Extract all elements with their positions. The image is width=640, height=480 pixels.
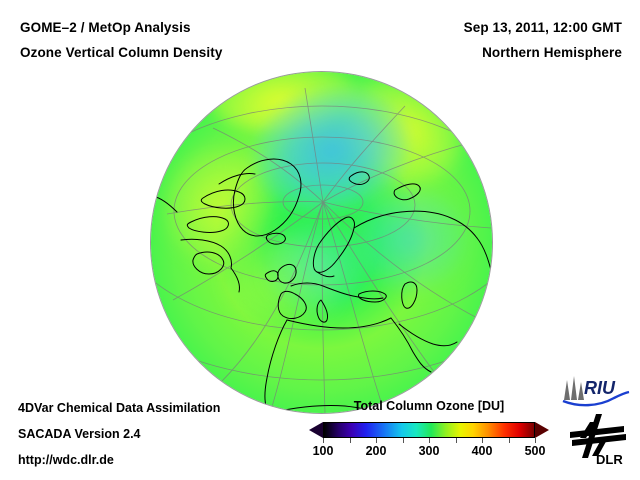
colorbar-ticks [323, 438, 536, 444]
colorbar-tick [482, 438, 483, 443]
colorbar-tick-labels: 100 200 300 400 500 [305, 444, 553, 462]
dlr-logo-text: DLR [596, 452, 623, 466]
analysis-region: Northern Hemisphere [482, 45, 622, 60]
colorbar-title: Total Column Ozone [DU] [353, 399, 505, 413]
page-title: GOME–2 / MetOp Analysis [20, 20, 191, 35]
page-subtitle: Ozone Vertical Column Density [20, 45, 223, 60]
colorbar-extend-max-arrow [535, 422, 549, 438]
colorbar-tick [455, 438, 457, 443]
colorbar-gradient [323, 422, 535, 438]
colorbar-tick [429, 438, 430, 443]
riu-logo-text: RIU [584, 378, 616, 398]
colorbar-tick-label: 500 [524, 444, 546, 458]
colorbar-tick-label: 200 [365, 444, 387, 458]
footer-version: SACADA Version 2.4 [18, 427, 141, 441]
footer-method: 4DVar Chemical Data Assimilation [18, 401, 221, 415]
colorbar-tick-label: 100 [312, 444, 334, 458]
colorbar-tick [402, 438, 404, 443]
colorbar-row [305, 420, 553, 443]
colorbar: Total Column Ozone [DU] 100 200 300 400 500 [305, 399, 553, 471]
colorbar-tick [508, 438, 510, 443]
footer-url[interactable]: http://wdc.dlr.de [18, 453, 114, 467]
colorbar-tick [376, 438, 377, 443]
colorbar-tick [323, 438, 324, 443]
globe-map [151, 72, 492, 413]
globe-disc [151, 72, 492, 413]
riu-logo: RIU [560, 374, 632, 408]
colorbar-tick [349, 438, 351, 443]
ozone-low-siberia [355, 187, 465, 291]
colorbar-tick [535, 438, 536, 443]
colorbar-tick-label: 400 [471, 444, 493, 458]
coastlines [152, 158, 492, 413]
colorbar-extend-min-arrow [309, 422, 323, 438]
analysis-datetime: Sep 13, 2011, 12:00 GMT [463, 20, 622, 35]
dlr-logo: DLR [566, 412, 630, 467]
graticule [151, 72, 492, 413]
colorbar-tick-label: 300 [418, 444, 440, 458]
globe-limb-shading [151, 72, 492, 413]
